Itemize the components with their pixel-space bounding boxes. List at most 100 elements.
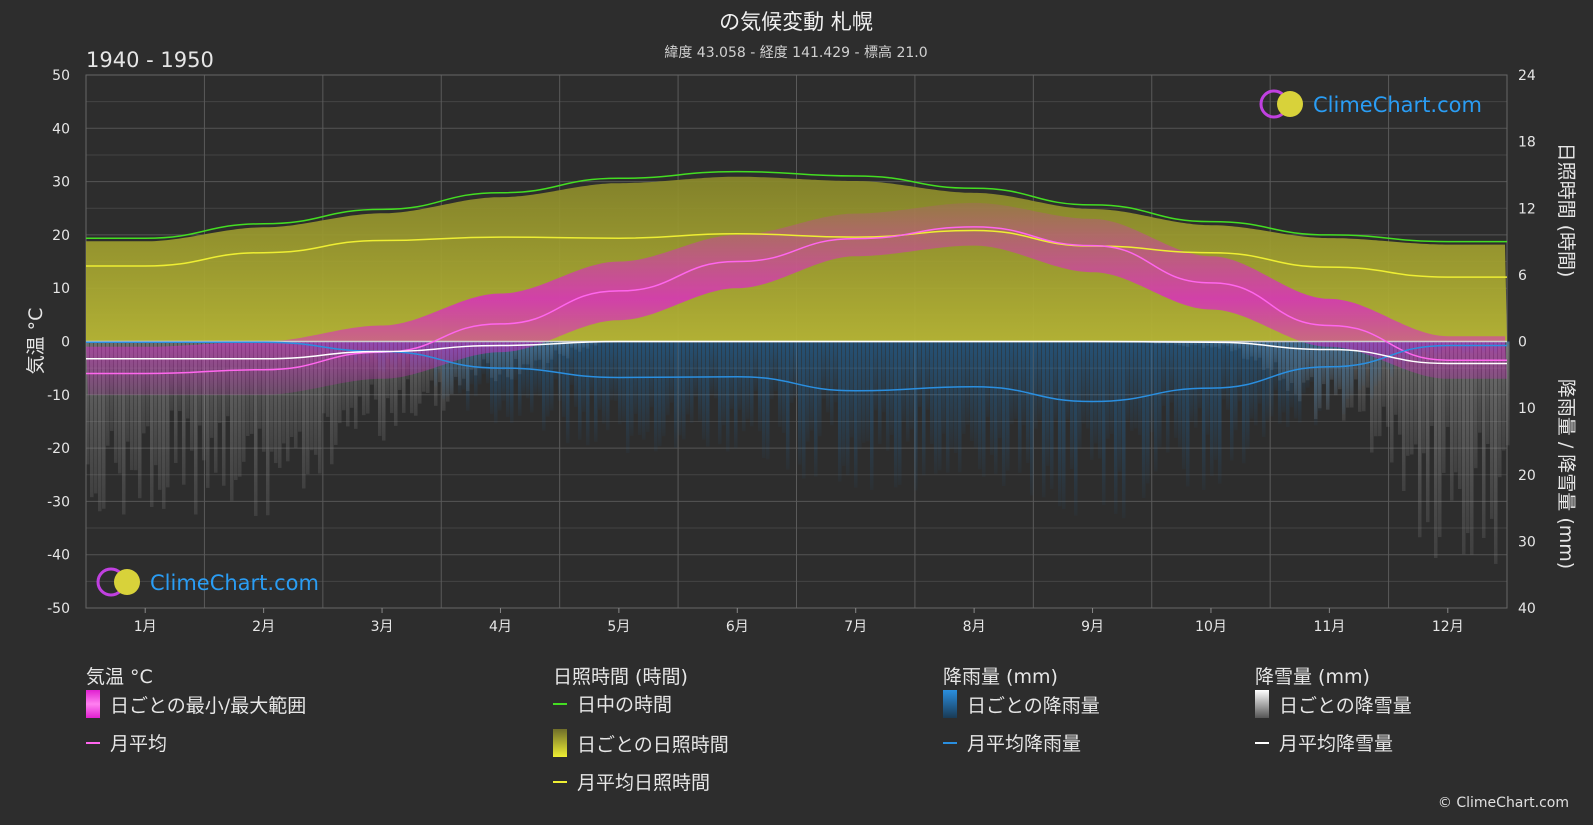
rain-bar (874, 341, 878, 411)
rain-bar (750, 341, 754, 427)
snow-bar (286, 341, 290, 462)
rain-bar (886, 341, 890, 451)
rain-bar (842, 341, 846, 466)
rain-bar (1006, 341, 1010, 471)
rain-bar (1078, 341, 1082, 449)
rain-bar (714, 341, 718, 399)
snow-bar (90, 341, 94, 498)
rain-bar (566, 341, 570, 444)
rain-bar (1026, 341, 1030, 463)
rain-bar (1254, 341, 1258, 426)
sunshine-avg-swatch (553, 780, 567, 783)
rain-bar (646, 341, 650, 432)
rain-bar (1082, 341, 1086, 424)
snow-bar (266, 341, 270, 516)
rain-bar (986, 341, 990, 418)
rain-bar (910, 341, 914, 430)
rain-bar (498, 341, 502, 411)
rain-bar (1186, 341, 1190, 487)
temp-avg-swatch (86, 741, 100, 744)
rain-swatch (943, 690, 957, 718)
legend-item: 日ごとの降雨量 (943, 690, 1100, 718)
rain-bar (902, 341, 906, 422)
snow-bar (1498, 341, 1502, 478)
rain-bar (494, 341, 498, 424)
rain-bar (1166, 341, 1170, 453)
snow-bar (1466, 341, 1470, 534)
rain-bar (918, 341, 922, 407)
rain-bar (1370, 341, 1374, 400)
rain-bar (1170, 341, 1174, 403)
rain-bar (558, 341, 562, 401)
rain-bar (758, 341, 762, 432)
rain-bar (1506, 341, 1510, 348)
rain-bar (614, 341, 618, 401)
rain-bar (1342, 341, 1346, 415)
snow-bar (214, 341, 218, 473)
rain-bar (934, 341, 938, 474)
rain-bar (1290, 341, 1294, 408)
snow-bar (314, 341, 318, 455)
rain-bar (1162, 341, 1166, 406)
rain-bar (1274, 341, 1278, 391)
left-tick-label: 40 (52, 121, 70, 137)
rain-bar (1306, 341, 1310, 388)
rain-bar (1278, 341, 1282, 424)
rain-bar (502, 341, 506, 401)
snow-bar (1434, 341, 1438, 558)
rain-bar (990, 341, 994, 455)
snow-bar (1410, 341, 1414, 455)
rain-bar (642, 341, 646, 440)
rain-bar (982, 341, 986, 477)
rain-bar (810, 341, 814, 431)
snow-bar (154, 341, 158, 466)
copyright: © ClimeChart.com (1437, 795, 1569, 811)
left-tick-label: -30 (47, 494, 70, 510)
legend-item: 日ごとの日照時間 (553, 729, 729, 757)
rain-bar (742, 341, 746, 432)
right-axis-label-precip: 降雨量 / 降雪量 (mm) (1555, 379, 1577, 569)
rain-bar (638, 341, 642, 435)
rain-bar (450, 341, 454, 395)
snow-bar (230, 341, 234, 501)
snow-bar (1394, 341, 1398, 415)
rain-bar (686, 341, 690, 415)
rain-bar (458, 341, 462, 394)
legend-snow: 降雪量 (mm) 日ごとの降雪量 月平均降雪量 (1255, 662, 1412, 755)
temp-range-swatch (86, 690, 100, 718)
period-label: 1940 - 1950 (86, 48, 214, 72)
snow-bar (182, 341, 186, 485)
daylight-swatch (553, 702, 567, 705)
snow-bar (410, 341, 414, 414)
snow-bar (318, 341, 322, 474)
right-axis-label-sunshine: 日照時間 (時間) (1555, 143, 1577, 278)
rain-bar (1286, 341, 1290, 428)
rain-bar (822, 341, 826, 399)
snow-bar (206, 341, 210, 488)
left-axis-label: 気温 °C (25, 308, 47, 375)
rain-bar (1218, 341, 1222, 484)
snow-bar (394, 341, 398, 426)
rain-bar (1302, 341, 1306, 394)
rain-bar (1282, 341, 1286, 413)
snow-bar (346, 341, 350, 427)
x-tick-label: 3月 (371, 619, 394, 635)
rain-bar (1090, 341, 1094, 460)
rain-bar (446, 341, 450, 397)
legend-item: 月平均降雪量 (1255, 729, 1393, 756)
legend-item: 月平均降雨量 (943, 729, 1081, 756)
rain-bar (618, 341, 622, 425)
rain-bar (1350, 341, 1354, 396)
snow-bar (354, 341, 358, 429)
rain-bar (1042, 341, 1046, 498)
rain-bar (1010, 341, 1014, 425)
snow-bar (94, 341, 98, 494)
rain-bar (666, 341, 670, 416)
rain-bar (1062, 341, 1066, 510)
snow-bar (1426, 341, 1430, 523)
rain-bar (526, 341, 530, 399)
rain-bar (798, 341, 802, 465)
rain-bar (1030, 341, 1034, 496)
rain-bar (970, 341, 974, 442)
x-tick-label: 10月 (1195, 619, 1227, 635)
